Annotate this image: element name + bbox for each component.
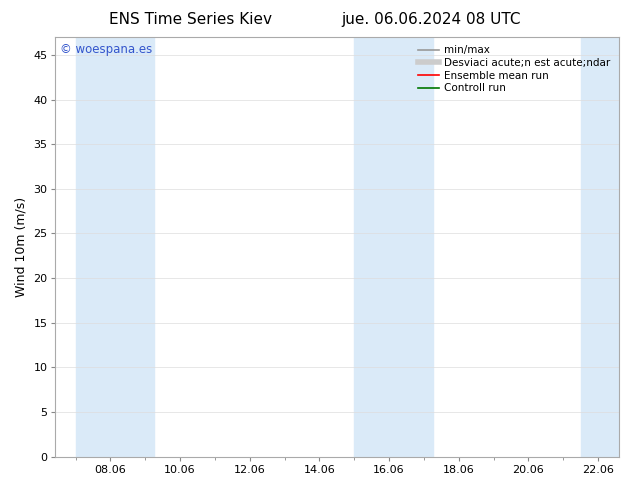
Text: ENS Time Series Kiev: ENS Time Series Kiev xyxy=(108,12,272,27)
Legend: min/max, Desviaci acute;n est acute;ndar, Ensemble mean run, Controll run: min/max, Desviaci acute;n est acute;ndar… xyxy=(415,42,614,97)
Bar xyxy=(75,37,154,457)
Text: jue. 06.06.2024 08 UTC: jue. 06.06.2024 08 UTC xyxy=(341,12,521,27)
Bar xyxy=(581,37,619,457)
Y-axis label: Wind 10m (m/s): Wind 10m (m/s) xyxy=(15,197,28,297)
Bar xyxy=(354,37,432,457)
Text: © woespana.es: © woespana.es xyxy=(60,43,153,56)
